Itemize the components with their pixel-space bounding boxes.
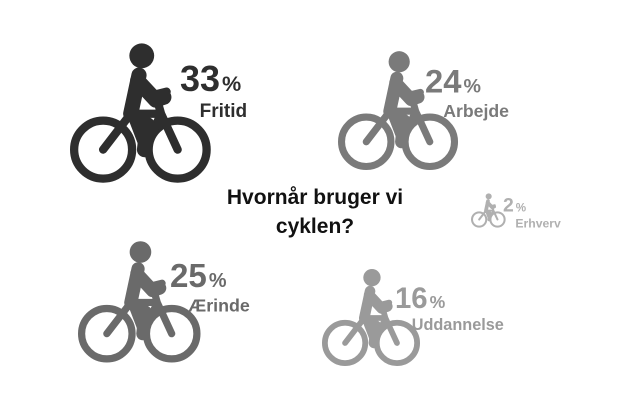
bike-icon — [338, 51, 459, 171]
value-label: 2% — [503, 195, 527, 217]
bike-icon — [471, 193, 506, 228]
bike-icon — [322, 268, 421, 367]
value-label: 16% — [395, 282, 446, 315]
category-label: Erhverv — [515, 217, 561, 231]
value-label: 25% — [170, 258, 227, 295]
value-label: 33% — [180, 58, 241, 99]
bike-icon — [78, 241, 201, 363]
category-label: Arbejde — [443, 101, 509, 121]
bike-icon — [70, 43, 211, 183]
category-label: Ærinde — [188, 295, 249, 315]
category-label: Uddannelse — [412, 316, 504, 334]
category-label: Fritid — [200, 101, 248, 122]
value-label: 24% — [425, 63, 481, 100]
chart-title: Hvornår bruger vi cyklen? — [226, 186, 404, 238]
